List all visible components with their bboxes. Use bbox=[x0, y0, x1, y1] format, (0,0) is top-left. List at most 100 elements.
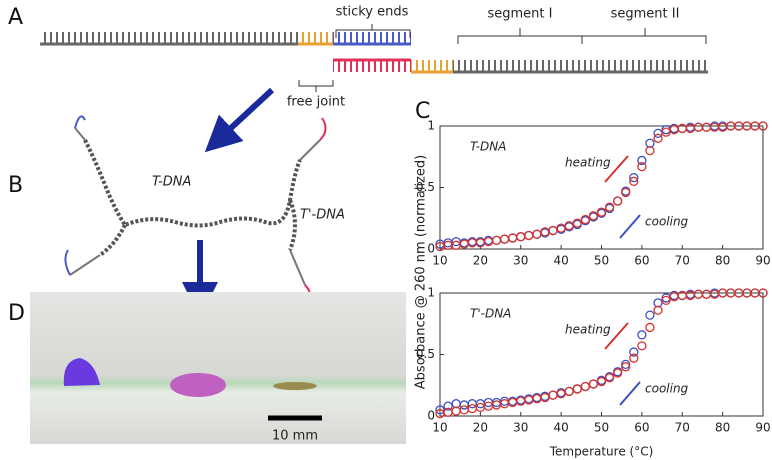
data-point bbox=[629, 176, 639, 187]
data-point bbox=[556, 223, 566, 233]
x-tick-label: 20 bbox=[473, 421, 488, 435]
data-point bbox=[758, 288, 768, 298]
panel-letter: B bbox=[8, 173, 23, 198]
data-point bbox=[556, 389, 566, 399]
data-point bbox=[435, 405, 445, 415]
data-point bbox=[596, 376, 607, 387]
data-point bbox=[548, 390, 558, 400]
x-tick-label: 70 bbox=[675, 254, 690, 268]
data-point bbox=[693, 122, 704, 132]
panel-b: B T-DNA T'-DNA bbox=[8, 115, 345, 306]
y-tick-label: 0 bbox=[427, 242, 435, 256]
x-tick-label: 10 bbox=[432, 421, 447, 435]
data-point bbox=[580, 381, 590, 392]
data-point bbox=[693, 289, 704, 299]
x-tick-label: 80 bbox=[715, 254, 730, 268]
x-tick-label: 30 bbox=[513, 421, 528, 435]
x-tick-label: 90 bbox=[755, 421, 770, 435]
x-tick-label: 40 bbox=[553, 421, 568, 435]
x-tick-label: 80 bbox=[715, 421, 730, 435]
annotation: T'-DNA bbox=[470, 307, 511, 321]
data-point bbox=[540, 392, 550, 403]
data-point bbox=[645, 145, 655, 156]
arrow bbox=[619, 381, 641, 406]
data-point bbox=[637, 341, 647, 351]
label: T-DNA bbox=[152, 175, 191, 190]
annotation: cooling bbox=[645, 382, 689, 396]
data-point bbox=[637, 161, 647, 172]
label: segment II bbox=[611, 7, 680, 22]
data-point bbox=[653, 133, 663, 143]
data-point bbox=[588, 211, 599, 221]
data-point bbox=[613, 196, 623, 206]
label: segment I bbox=[488, 7, 553, 22]
data-point bbox=[508, 233, 518, 243]
data-point bbox=[459, 405, 469, 415]
data-point bbox=[604, 373, 615, 383]
data-point bbox=[564, 220, 574, 231]
data-point bbox=[661, 127, 671, 137]
data-point bbox=[629, 173, 639, 183]
data-point bbox=[701, 289, 712, 299]
y-tick-label: 1 bbox=[427, 286, 435, 300]
x-axis-label: Temperature (°C) bbox=[549, 445, 654, 459]
y-tick-label: 0.5 bbox=[416, 347, 435, 361]
annotation: heating bbox=[565, 323, 611, 337]
data-point bbox=[645, 322, 655, 333]
data-point bbox=[645, 310, 655, 320]
data-point bbox=[629, 353, 639, 363]
data-point bbox=[524, 230, 534, 241]
data-point bbox=[443, 401, 453, 411]
x-tick-label: 10 bbox=[432, 254, 447, 268]
x-tick-label: 60 bbox=[634, 254, 649, 268]
x-tick-label: 40 bbox=[553, 254, 568, 268]
x-tick-label: 50 bbox=[594, 254, 609, 268]
y-tick-label: 0 bbox=[427, 409, 435, 423]
data-point bbox=[653, 305, 663, 315]
data-point bbox=[613, 368, 623, 378]
data-point bbox=[637, 155, 647, 166]
data-point bbox=[621, 359, 631, 369]
panel-a: A sticky ends segment I segment II free … bbox=[8, 5, 708, 110]
label: sticky ends bbox=[336, 5, 409, 20]
data-point bbox=[701, 122, 712, 132]
data-point bbox=[564, 386, 574, 397]
data-point bbox=[604, 202, 615, 212]
y-tick-label: 1 bbox=[427, 119, 435, 133]
data-point bbox=[596, 207, 607, 217]
data-point bbox=[621, 362, 631, 372]
y-axis-label: Absorbance @ 260 nm (normalized) bbox=[414, 155, 429, 389]
scale-label: 10 mm bbox=[272, 429, 318, 444]
data-point bbox=[637, 330, 647, 340]
panel-d: D 10 mm bbox=[8, 292, 406, 444]
panel-letter: A bbox=[8, 5, 23, 30]
panel-letter: C bbox=[415, 99, 430, 124]
data-point bbox=[548, 225, 558, 236]
panel-letter: D bbox=[8, 301, 25, 326]
label: T'-DNA bbox=[300, 208, 345, 223]
data-point bbox=[532, 229, 542, 239]
y-tick-label: 0.5 bbox=[416, 180, 435, 194]
x-tick-label: 20 bbox=[473, 254, 488, 268]
data-point bbox=[516, 232, 526, 242]
data-point bbox=[499, 234, 510, 244]
x-tick-label: 70 bbox=[675, 421, 690, 435]
data-point bbox=[467, 403, 477, 414]
data-point bbox=[572, 218, 582, 228]
data-point bbox=[758, 121, 768, 131]
data-point bbox=[661, 295, 671, 306]
data-point bbox=[588, 379, 599, 389]
data-point bbox=[629, 347, 639, 357]
x-tick-label: 90 bbox=[755, 254, 770, 268]
annotation: T-DNA bbox=[470, 140, 506, 154]
label: free joint bbox=[287, 95, 345, 110]
x-tick-label: 60 bbox=[634, 421, 649, 435]
arrow bbox=[619, 214, 641, 239]
arrow bbox=[604, 155, 629, 183]
annotation: cooling bbox=[645, 215, 689, 229]
x-tick-label: 30 bbox=[513, 254, 528, 268]
data-point bbox=[572, 384, 582, 394]
data-point bbox=[580, 214, 590, 225]
data-point bbox=[491, 235, 502, 246]
